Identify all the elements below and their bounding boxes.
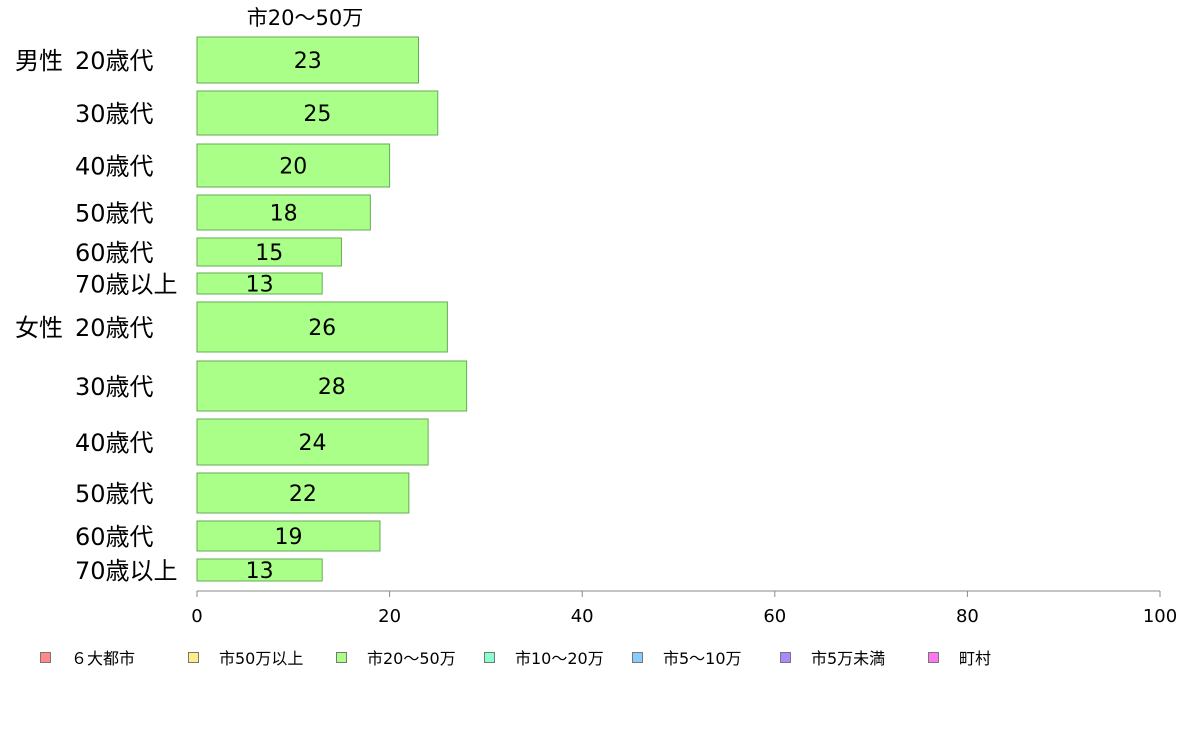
legend-item: 市5〜10万 — [632, 645, 780, 669]
category-label: 70歳以上 — [75, 557, 178, 585]
legend-swatch — [928, 651, 939, 663]
category-label: 20歳代 — [75, 314, 154, 342]
legend-swatch — [336, 651, 347, 663]
group-label: 女性 — [15, 314, 63, 342]
legend-swatch — [188, 651, 199, 663]
bar-value-label: 18 — [270, 202, 298, 227]
category-label: 60歳代 — [75, 239, 154, 267]
legend-label: 市50万以上 — [219, 649, 304, 668]
legend-item: 市50万以上 — [188, 645, 336, 669]
x-tick-label: 40 — [571, 606, 594, 627]
category-label: 20歳代 — [75, 47, 154, 75]
chart-title: 市20〜50万 — [247, 6, 363, 30]
bar-chart: 市20〜50万 2320歳代男性2530歳代2040歳代1850歳代1560歳代… — [15, 6, 1177, 627]
category-label: 30歳代 — [75, 100, 154, 128]
category-label: 70歳以上 — [75, 271, 178, 299]
legend-item: 町村 — [928, 645, 1008, 669]
legend-label: 町村 — [959, 649, 992, 668]
bar-value-label: 20 — [279, 155, 307, 180]
bar — [196, 90, 439, 136]
legend-swatch — [40, 651, 51, 663]
bar — [196, 360, 468, 412]
legend-swatch — [780, 651, 791, 663]
legend-item: ６大都市 — [40, 645, 188, 669]
legend-swatch — [484, 651, 495, 663]
bar — [196, 36, 419, 84]
bar-value-label: 23 — [294, 49, 322, 74]
category-label: 60歳代 — [75, 523, 154, 551]
bar-value-label: 26 — [308, 316, 336, 341]
bar-value-label: 22 — [289, 482, 317, 507]
x-tick-label: 0 — [191, 606, 202, 627]
bar-value-label: 25 — [303, 102, 331, 127]
bar — [196, 418, 429, 466]
legend-swatch — [632, 651, 643, 663]
legend-item: 市20〜50万 — [336, 645, 484, 669]
legend-label: 市10〜20万 — [515, 649, 604, 668]
legend-label: 市5〜10万 — [663, 649, 742, 668]
legend-label: ６大都市 — [71, 649, 136, 668]
x-tick-label: 60 — [763, 606, 786, 627]
x-tick-label: 100 — [1143, 606, 1177, 627]
bar-value-label: 28 — [318, 375, 346, 400]
bar — [196, 301, 448, 353]
group-label: 男性 — [15, 47, 63, 75]
category-label: 50歳代 — [75, 480, 154, 508]
bar — [196, 194, 371, 231]
category-label: 30歳代 — [75, 373, 154, 401]
bar-value-label: 13 — [246, 559, 274, 584]
bars-group: 2320歳代男性2530歳代2040歳代1850歳代1560歳代1370歳以上2… — [15, 36, 468, 585]
bar-value-label: 13 — [246, 273, 274, 298]
bar-value-label: 15 — [255, 241, 283, 266]
category-label: 40歳代 — [75, 429, 154, 457]
legend-item: 市10〜20万 — [484, 645, 632, 669]
x-tick-label: 20 — [378, 606, 401, 627]
bar — [196, 472, 410, 514]
bar — [196, 558, 323, 582]
bar — [196, 272, 323, 295]
x-axis: 0 20 40 60 80 100 — [191, 590, 1177, 627]
bar — [196, 237, 342, 267]
x-tick-label: 80 — [956, 606, 979, 627]
legend-item: 市5万未満 — [780, 645, 928, 669]
legend-label: 市5万未満 — [811, 649, 886, 668]
category-label: 50歳代 — [75, 200, 154, 228]
bar — [196, 143, 391, 188]
bar-value-label: 19 — [274, 525, 302, 550]
legend-label: 市20〜50万 — [367, 649, 456, 668]
category-label: 40歳代 — [75, 153, 154, 181]
legend: ６大都市 市50万以上 市20〜50万 市10〜20万 市5〜10万 市5万未満 町村 — [40, 645, 1008, 669]
bar — [196, 520, 381, 552]
bar-value-label: 24 — [299, 431, 327, 456]
